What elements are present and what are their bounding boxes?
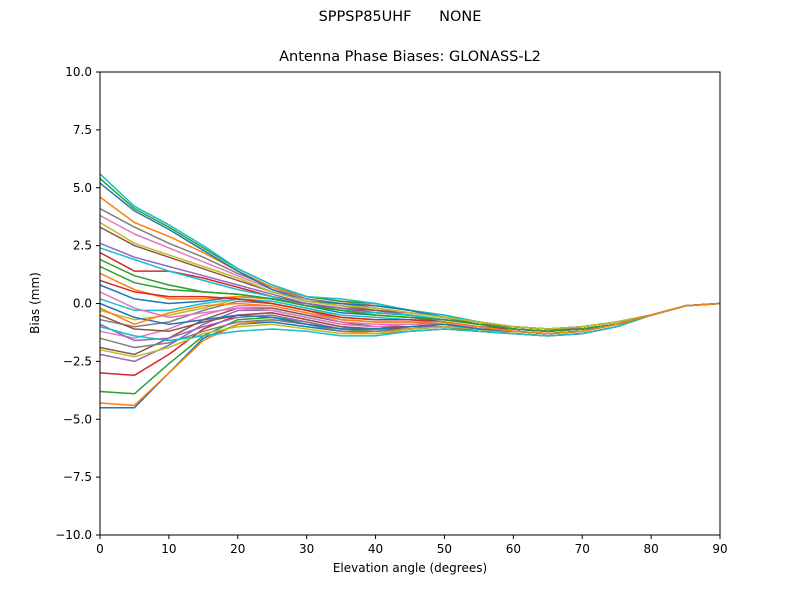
x-tick-label: 90	[712, 542, 727, 556]
series-line-31	[99, 302, 721, 342]
y-tick-label: −7.5	[63, 470, 92, 484]
x-tick-label: 60	[506, 542, 521, 556]
x-tick-label: 50	[437, 542, 452, 556]
y-tick-label: 0.0	[73, 297, 92, 311]
y-tick-label: 2.5	[73, 239, 92, 253]
x-tick-label: 0	[96, 542, 104, 556]
x-tick-label: 20	[230, 542, 245, 556]
chart-title: Antenna Phase Biases: GLONASS-L2	[279, 49, 541, 65]
y-tick-label: −5.0	[63, 412, 92, 426]
x-tick-label: 30	[299, 542, 314, 556]
series-line-34	[99, 302, 721, 335]
x-axis-label: Elevation angle (degrees)	[332, 561, 488, 575]
y-axis-label: Bias (mm)	[28, 272, 42, 334]
x-tick-label: 40	[368, 542, 383, 556]
y-tick-label: 5.0	[73, 181, 92, 195]
plot-area	[100, 72, 720, 535]
y-axis: −10.0 −7.5 −5.0 −2.5 0.0 2.5 5.0 7.5 10.0	[55, 65, 100, 542]
figure-suptitle: SPPSP85UHF NONE	[318, 9, 482, 25]
series-layer	[99, 173, 721, 409]
y-tick-label: −2.5	[63, 354, 92, 368]
series-line-23	[99, 221, 721, 330]
y-tick-label: 7.5	[73, 123, 92, 137]
y-tick-label: 10.0	[65, 65, 92, 79]
x-tick-label: 10	[161, 542, 176, 556]
x-tick-label: 70	[575, 542, 590, 556]
y-tick-label: −10.0	[55, 528, 92, 542]
x-axis: 0 10 20 30 40 50 60 70 80 90	[96, 535, 728, 556]
x-tick-label: 80	[643, 542, 658, 556]
